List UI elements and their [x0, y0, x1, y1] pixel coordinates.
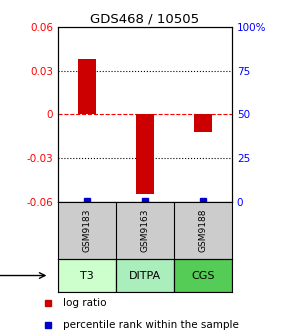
Text: log ratio: log ratio	[63, 298, 107, 308]
Bar	[194, 114, 212, 132]
Bar	[58, 259, 116, 292]
Text: CGS: CGS	[191, 270, 215, 281]
Text: DITPA: DITPA	[129, 270, 161, 281]
Bar	[78, 59, 96, 114]
Title: GDS468 / 10505: GDS468 / 10505	[90, 13, 200, 26]
Text: GSM9183: GSM9183	[82, 208, 92, 252]
Bar	[116, 259, 174, 292]
Text: percentile rank within the sample: percentile rank within the sample	[63, 320, 239, 330]
Text: T3: T3	[80, 270, 94, 281]
Text: GSM9188: GSM9188	[198, 208, 208, 252]
Text: GSM9163: GSM9163	[140, 208, 150, 252]
Bar	[136, 114, 154, 194]
Bar	[174, 259, 232, 292]
